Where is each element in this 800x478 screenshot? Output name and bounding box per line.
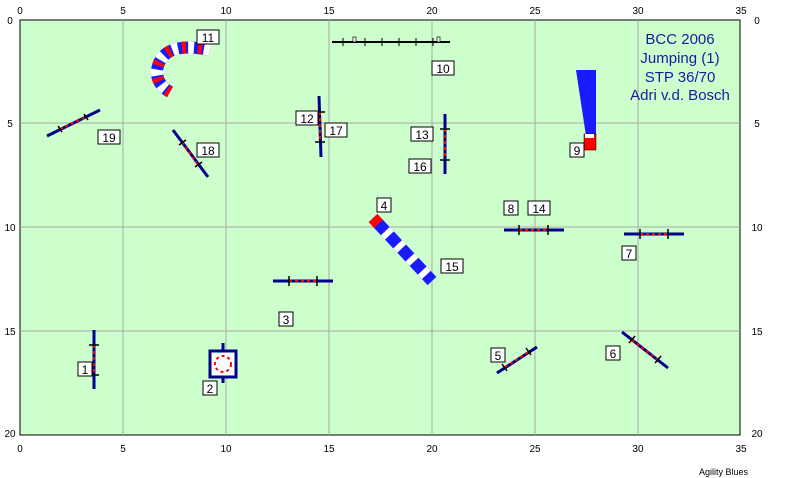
y-tick-left: 20 xyxy=(4,429,16,440)
svg-text:5: 5 xyxy=(495,349,502,363)
number-label-5: 5 xyxy=(490,347,506,363)
y-tick-right: 20 xyxy=(751,429,763,440)
course-title-block: BCC 2006 Jumping (1) STP 36/70 Adri v.d.… xyxy=(630,31,730,104)
number-label-8: 8 xyxy=(503,200,519,216)
x-axis-top-ticks: 0 5 10 15 20 25 30 35 xyxy=(17,6,747,17)
x-tick-bottom: 5 xyxy=(120,444,126,455)
y-tick-left: 15 xyxy=(4,327,16,338)
title-line-event: BCC 2006 xyxy=(645,31,714,48)
number-label-18: 18 xyxy=(196,142,220,158)
y-tick-right: 0 xyxy=(754,16,760,27)
x-tick-top: 0 xyxy=(17,6,23,17)
svg-text:16: 16 xyxy=(413,160,427,174)
credit-label: Agility Blues xyxy=(699,467,749,477)
x-tick-top: 5 xyxy=(120,6,126,17)
number-label-16: 16 xyxy=(408,158,432,174)
svg-text:7: 7 xyxy=(626,247,633,261)
svg-text:15: 15 xyxy=(445,260,459,274)
number-label-7: 7 xyxy=(621,245,637,261)
obstacle-jump-5 xyxy=(496,345,538,375)
obstacle-number-labels: 1 2 3 4 5 6 7 8 9 10 11 12 13 14 15 16 1… xyxy=(77,29,637,396)
number-label-15: 15 xyxy=(440,258,464,274)
svg-text:19: 19 xyxy=(102,131,116,145)
svg-text:8: 8 xyxy=(508,202,515,216)
title-line-judge: Adri v.d. Bosch xyxy=(630,87,730,104)
number-label-2: 2 xyxy=(202,380,218,396)
svg-text:13: 13 xyxy=(415,128,429,142)
x-tick-top: 10 xyxy=(220,6,232,17)
number-label-17: 17 xyxy=(324,122,348,138)
x-tick-top: 20 xyxy=(426,6,438,17)
svg-text:17: 17 xyxy=(329,124,343,138)
obstacle-jump-8-14 xyxy=(504,225,564,235)
number-label-14: 14 xyxy=(527,200,551,216)
y-axis-left-ticks: 0 5 10 15 20 xyxy=(4,16,16,440)
obstacle-jump-13-16 xyxy=(440,114,450,174)
number-label-11: 11 xyxy=(196,29,220,45)
obstacle-long-jump-10 xyxy=(332,36,450,46)
svg-text:11: 11 xyxy=(202,31,215,45)
obstacle-jump-7 xyxy=(624,229,684,239)
svg-text:9: 9 xyxy=(574,144,581,158)
obstacle-jump-12-17 xyxy=(315,95,325,158)
number-label-19: 19 xyxy=(97,129,121,145)
svg-text:3: 3 xyxy=(283,313,290,327)
svg-text:12: 12 xyxy=(300,112,314,126)
number-label-12: 12 xyxy=(295,110,319,126)
x-tick-bottom: 30 xyxy=(632,444,644,455)
x-tick-top: 25 xyxy=(529,6,541,17)
obstacle-tyre-2 xyxy=(208,343,238,383)
number-label-13: 13 xyxy=(410,126,434,142)
number-label-9: 9 xyxy=(569,142,585,158)
x-tick-top: 15 xyxy=(323,6,335,17)
obstacle-tunnel-11 xyxy=(150,41,212,98)
x-tick-bottom: 35 xyxy=(735,444,747,455)
y-tick-right: 5 xyxy=(754,119,760,130)
x-tick-bottom: 0 xyxy=(17,444,23,455)
number-label-1: 1 xyxy=(77,361,93,377)
x-tick-bottom: 15 xyxy=(323,444,335,455)
y-tick-left: 10 xyxy=(4,223,16,234)
svg-text:1: 1 xyxy=(82,363,89,377)
obstacle-tunnel-9 xyxy=(576,70,597,151)
x-tick-bottom: 25 xyxy=(529,444,541,455)
x-tick-top: 35 xyxy=(735,6,747,17)
y-axis-right-ticks: 0 5 10 15 20 xyxy=(751,16,763,440)
y-tick-left: 5 xyxy=(7,119,13,130)
x-tick-bottom: 10 xyxy=(220,444,232,455)
svg-text:18: 18 xyxy=(201,144,215,158)
grid-lines xyxy=(20,20,740,435)
number-label-4: 4 xyxy=(376,197,392,213)
title-line-stp: STP 36/70 xyxy=(645,69,716,86)
svg-text:4: 4 xyxy=(381,199,388,213)
svg-text:2: 2 xyxy=(207,382,214,396)
svg-text:10: 10 xyxy=(436,62,450,76)
y-tick-left: 0 xyxy=(7,16,13,27)
svg-text:6: 6 xyxy=(610,347,617,361)
obstacle-jump-19 xyxy=(46,108,101,138)
y-tick-right: 10 xyxy=(751,223,763,234)
obstacle-jump-3 xyxy=(273,276,333,286)
obstacle-jump-6 xyxy=(621,330,669,370)
number-label-3: 3 xyxy=(278,311,294,327)
obstacle-tunnel-4-15 xyxy=(368,213,437,286)
x-axis-bottom-ticks: 0 5 10 15 20 25 30 35 xyxy=(17,444,747,455)
x-tick-bottom: 20 xyxy=(426,444,438,455)
x-tick-top: 30 xyxy=(632,6,644,17)
y-tick-right: 15 xyxy=(751,327,763,338)
title-line-class: Jumping (1) xyxy=(640,50,719,67)
svg-text:14: 14 xyxy=(532,202,546,216)
number-label-10: 10 xyxy=(431,60,455,76)
number-label-6: 6 xyxy=(605,345,621,361)
obstacle-jump-18 xyxy=(171,129,210,178)
